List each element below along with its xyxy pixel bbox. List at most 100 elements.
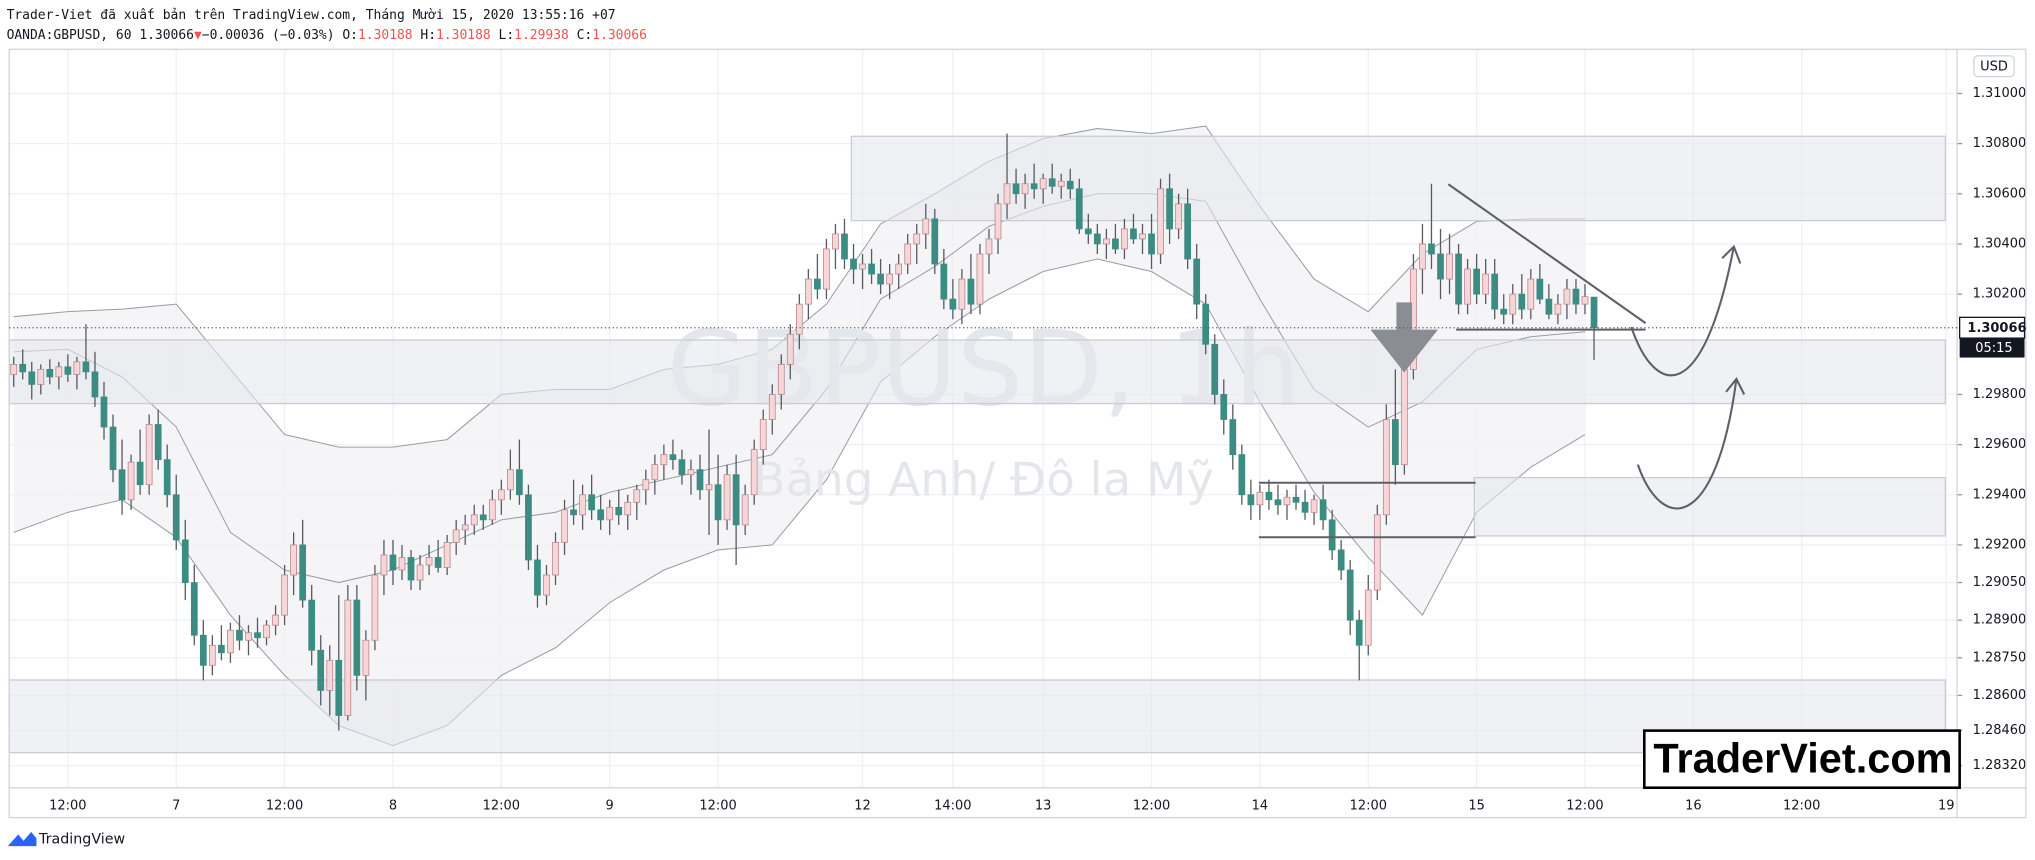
x-tick-label: 9 [606, 798, 614, 813]
projection-arrow [1630, 244, 1742, 377]
candle-body [1554, 303, 1562, 315]
currency-button[interactable] [1973, 55, 2015, 78]
candle-body [1373, 514, 1381, 591]
candle-body [452, 529, 460, 543]
candle-body [407, 557, 415, 581]
candle-body [633, 489, 641, 503]
candle-body [1283, 496, 1291, 506]
candle-body [777, 363, 785, 395]
candle-body [1545, 298, 1553, 315]
countdown-tag [1959, 338, 2025, 358]
candle-body [624, 501, 632, 516]
x-tick-label: 14 [1252, 798, 1269, 813]
candle-body [597, 509, 605, 521]
last-price-label: 1.30066 [1967, 321, 2026, 336]
footer: TradingView [38, 832, 126, 848]
candle-body [461, 524, 469, 531]
y-tick-label: 1.29800 [1973, 387, 2027, 402]
arrow: ▼ [194, 28, 202, 43]
currency-label[interactable]: USD [1980, 59, 2008, 74]
candle-body [1193, 258, 1201, 305]
candle-body [922, 218, 930, 235]
candle-body [73, 361, 81, 375]
candle-body [534, 559, 541, 596]
h-label: H: [420, 28, 436, 43]
c-label: C: [577, 28, 593, 43]
candle-body [425, 557, 433, 566]
candle-body [579, 494, 586, 516]
candle-body [1346, 569, 1354, 621]
candle-body [1039, 178, 1047, 190]
candle-body [190, 582, 198, 636]
candle-body [669, 454, 677, 461]
publish-line: Trader-Viet đã xuất bản trên TradingView… [7, 8, 616, 23]
candle-body [1148, 233, 1155, 255]
candle-body [1328, 519, 1336, 551]
candle-body [714, 484, 722, 521]
candle-body [281, 574, 288, 616]
candle-body [1139, 233, 1146, 240]
candle-body [1464, 268, 1471, 305]
candle-body [886, 273, 894, 285]
candle-body [371, 574, 379, 641]
candle-body [1491, 273, 1499, 310]
x-tick-label: 12:00 [1783, 798, 1820, 813]
x-tick-label: 12:00 [1133, 798, 1170, 813]
candle-body [552, 542, 559, 576]
candle-body [543, 574, 550, 596]
candle-body [64, 366, 72, 375]
zone-rectangle [8, 679, 1947, 754]
candle-body [1166, 188, 1173, 230]
candle-body [479, 514, 487, 521]
o-value: 1.30188 [358, 28, 413, 43]
candle-body [786, 333, 794, 365]
candle-body [1455, 253, 1462, 305]
candle-body [1057, 180, 1065, 187]
candle-body [642, 479, 650, 491]
candle-body [1184, 203, 1192, 260]
candle-body [768, 394, 776, 420]
zone-rectangle [1473, 476, 1947, 537]
candle-body [1419, 243, 1426, 270]
x-tick-label: 12:00 [483, 798, 520, 813]
candle-body [1292, 496, 1300, 503]
candle-body [199, 634, 207, 666]
y-tick-label: 1.28750 [1973, 650, 2027, 665]
y-tick-label: 1.28460 [1973, 723, 2027, 738]
candle-body [100, 396, 108, 428]
trendline [1447, 183, 1647, 324]
candle-body [741, 494, 749, 526]
candle-body [976, 253, 984, 305]
l-value: 1.29938 [514, 28, 569, 43]
candle-body [317, 649, 325, 691]
projection-arrow [1636, 377, 1746, 510]
candle-body [1075, 188, 1083, 230]
candle-body [850, 258, 857, 270]
candle-body [236, 629, 243, 641]
candle-body [1012, 183, 1020, 195]
candle-body [1364, 589, 1372, 646]
candle-body [37, 368, 45, 385]
x-tick-label: 8 [389, 798, 397, 813]
last: 1.30066 [139, 28, 194, 43]
candle-body [651, 464, 659, 481]
candle-body [10, 363, 18, 375]
candle-body [1428, 243, 1435, 255]
symbol: OANDA:GBPUSD, 60 [7, 28, 132, 43]
candle-body [470, 514, 478, 526]
candle-body [1121, 228, 1128, 250]
y-tick-label: 1.31000 [1973, 86, 2027, 101]
candle-body [263, 624, 270, 639]
candle-body [687, 469, 695, 476]
candle-body [1093, 233, 1101, 245]
candle-body [967, 278, 975, 305]
y-tick-label: 1.29400 [1973, 487, 2027, 502]
candle-body [1482, 273, 1490, 295]
candle-body [326, 659, 334, 691]
candle-body [615, 506, 623, 516]
candle-body [949, 298, 957, 310]
countdown-label: 05:15 [1975, 341, 2012, 356]
candle-body [1130, 228, 1137, 240]
tradingview-icon [7, 831, 37, 847]
